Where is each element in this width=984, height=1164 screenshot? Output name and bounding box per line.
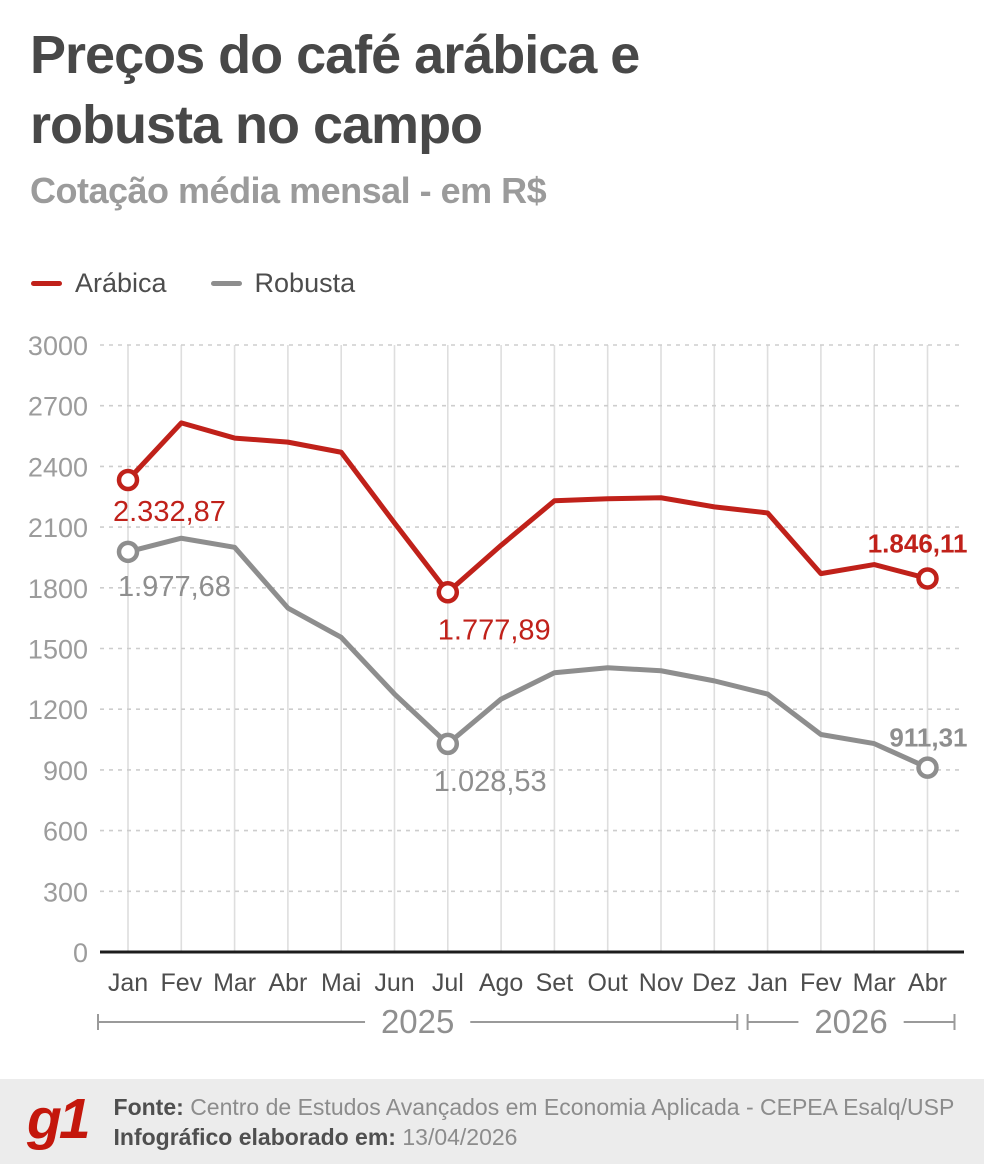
robusta-line-swatch-icon bbox=[210, 281, 242, 286]
point-value-label: 2.332,87 bbox=[113, 496, 226, 528]
y-tick-label: 3000 bbox=[28, 331, 88, 361]
footer: g1 Fonte: Centro de Estudos Avançados em… bbox=[0, 1079, 984, 1164]
year-label: 2026 bbox=[814, 1003, 887, 1040]
data-point-marker-arábica bbox=[116, 468, 140, 492]
title-line-2: robusta no campo bbox=[30, 95, 483, 155]
legend-label-robusta: Robusta bbox=[254, 268, 356, 298]
x-tick-label: Mar bbox=[213, 969, 256, 997]
arabica-line-swatch-icon bbox=[31, 281, 62, 286]
x-tick-label: Jul bbox=[432, 969, 464, 997]
point-value-label: 1.977,68 bbox=[118, 571, 231, 603]
series-line-robusta bbox=[125, 535, 930, 771]
x-tick-label: Fev bbox=[800, 969, 842, 997]
series-line-arábica bbox=[125, 420, 930, 595]
point-value-label: 1.777,89 bbox=[438, 614, 551, 646]
title-line-1: Preços do café arábica e bbox=[30, 25, 640, 85]
x-tick-label: Mar bbox=[853, 969, 896, 997]
data-point-marker-robusta bbox=[916, 756, 939, 779]
x-tick-label: Jun bbox=[374, 969, 414, 997]
x-tick-label: Abr bbox=[268, 969, 307, 997]
made-label: Infográfico elaborado em: bbox=[113, 1123, 396, 1150]
y-tick-label: 2700 bbox=[28, 392, 88, 422]
point-value-label: 1.028,53 bbox=[434, 766, 547, 798]
x-tick-label: Abr bbox=[908, 969, 947, 997]
y-tick-label: 2100 bbox=[28, 513, 88, 543]
source-line: Fonte: Centro de Estudos Avançados em Ec… bbox=[114, 1092, 955, 1122]
point-value-label: 1.846,11 bbox=[868, 528, 968, 558]
y-tick-label: 300 bbox=[43, 877, 88, 907]
x-tick-label: Dez bbox=[692, 969, 736, 997]
x-tick-label: Out bbox=[588, 969, 628, 997]
x-tick-label: Ago bbox=[479, 969, 523, 997]
x-tick-label: Mai bbox=[321, 969, 361, 997]
g1-logo: g1 bbox=[27, 1087, 91, 1151]
data-point-marker-arábica bbox=[916, 567, 939, 590]
point-value-label: 911,31 bbox=[889, 723, 967, 753]
legend-label-arabica: Arábica bbox=[75, 268, 167, 298]
y-tick-label: 1800 bbox=[28, 574, 88, 604]
x-tick-label: Set bbox=[536, 969, 574, 997]
x-tick-label: Jan bbox=[108, 969, 148, 997]
y-tick-label: 1200 bbox=[28, 695, 88, 725]
y-tick-label: 0 bbox=[73, 938, 88, 968]
data-point-marker-arábica bbox=[436, 581, 460, 604]
x-tick-label: Fev bbox=[160, 969, 202, 997]
y-tick-label: 1500 bbox=[28, 635, 88, 665]
legend-item-arabica: Arábica bbox=[31, 268, 167, 299]
chart-header: Preços do café arábica e robusta no camp… bbox=[30, 20, 950, 212]
price-line-chart: 0 300 600 900 1200 1500 1800 2100 2400 2700 3000 Ja… bbox=[28, 331, 968, 1040]
chart-legend: Arábica Robusta bbox=[31, 268, 355, 299]
data-point-marker-robusta bbox=[436, 732, 460, 756]
page-subtitle: Cotação média mensal - em R$ bbox=[30, 170, 547, 211]
y-tick-label: 2400 bbox=[28, 452, 88, 482]
date-line: Infográfico elaborado em: 13/04/2026 bbox=[114, 1122, 955, 1152]
year-label: 2025 bbox=[381, 1003, 454, 1040]
y-tick-label: 900 bbox=[43, 756, 88, 786]
made-date: 13/04/2026 bbox=[402, 1123, 518, 1150]
x-tick-label: Nov bbox=[639, 969, 684, 997]
source-value: Centro de Estudos Avançados em Economia … bbox=[190, 1093, 955, 1120]
footer-text: Fonte: Centro de Estudos Avançados em Ec… bbox=[114, 1092, 955, 1152]
y-tick-label: 600 bbox=[43, 817, 88, 847]
data-point-marker-robusta bbox=[116, 540, 140, 564]
legend-item-robusta: Robusta bbox=[210, 268, 356, 299]
source-label: Fonte: bbox=[113, 1093, 184, 1120]
x-tick-label: Jan bbox=[747, 969, 787, 997]
page-title: Preços do café arábica e robusta no camp… bbox=[30, 20, 950, 160]
